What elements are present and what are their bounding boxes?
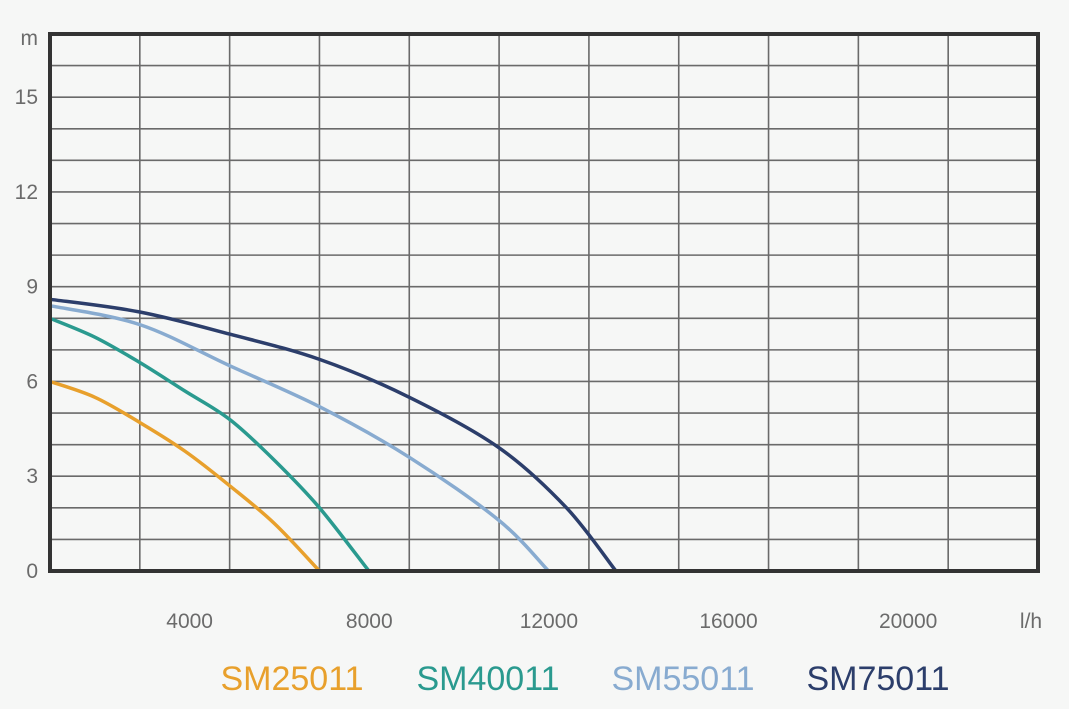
plot-frame xyxy=(48,32,1040,573)
legend: SM25011 SM40011 SM55011 SM75011 xyxy=(220,660,949,698)
y-tick-label: 6 xyxy=(26,370,38,393)
y-axis-unit-label: m xyxy=(21,27,39,50)
x-tick-label: 4000 xyxy=(166,610,213,633)
axes: m l/h 0 3 6 9 12 15 4000 8000 12000 16000 20000 xyxy=(15,27,1042,633)
x-axis-unit-label: l/h xyxy=(1020,610,1042,633)
y-tick-label: 12 xyxy=(15,181,38,204)
x-tick-label: 12000 xyxy=(520,610,578,633)
x-tick-label: 16000 xyxy=(699,610,757,633)
y-axis-ticks: 0 3 6 9 12 15 xyxy=(15,86,38,583)
legend-item-sm25011: SM25011 xyxy=(220,660,363,698)
legend-item-sm40011: SM40011 xyxy=(416,660,559,698)
series-line-sm75011 xyxy=(48,297,618,573)
series-line-sm25011 xyxy=(48,379,322,573)
grid xyxy=(50,34,1038,571)
y-tick-label: 15 xyxy=(15,86,38,109)
series-line-sm40011 xyxy=(48,316,371,573)
y-tick-label: 9 xyxy=(26,276,38,299)
series-lines xyxy=(48,297,618,573)
x-tick-label: 8000 xyxy=(346,610,393,633)
y-tick-label: 0 xyxy=(26,560,38,583)
series-line-sm55011 xyxy=(48,303,551,573)
x-axis-ticks: 4000 8000 12000 16000 20000 xyxy=(166,610,937,633)
legend-item-sm55011: SM55011 xyxy=(611,660,754,698)
legend-item-sm75011: SM75011 xyxy=(806,660,949,698)
y-tick-label: 3 xyxy=(26,465,38,488)
x-tick-label: 20000 xyxy=(879,610,937,633)
